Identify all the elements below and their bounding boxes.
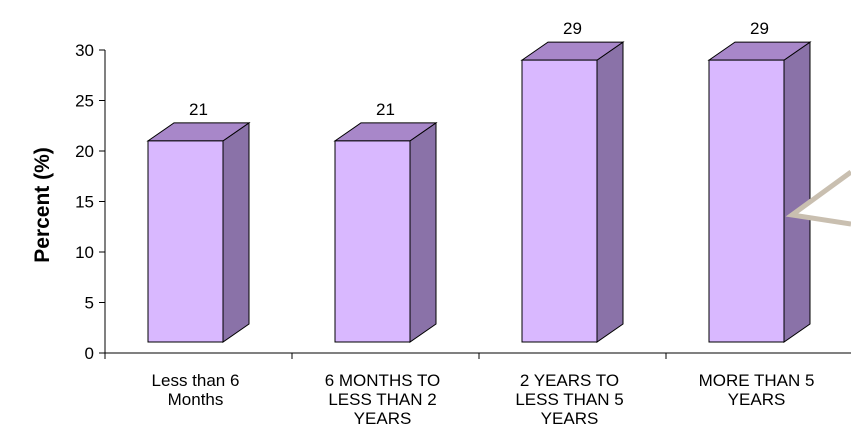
data-label: 29 xyxy=(750,19,769,38)
callout-pointer xyxy=(785,169,851,227)
x-tick-label-line: Months xyxy=(167,390,224,409)
bar-side xyxy=(783,41,811,343)
x-tick-label-line: YEARS xyxy=(540,409,599,428)
x-tick-label-line: LESS THAN 5 xyxy=(515,390,624,409)
data-labels: 21 21 29 29 xyxy=(189,19,769,119)
bar xyxy=(146,121,251,343)
x-tick-label: Less than 6 Months xyxy=(106,371,286,409)
bar-front xyxy=(147,140,224,343)
bars xyxy=(146,41,812,343)
bar-side xyxy=(222,121,250,343)
x-tick-label-line: 6 MONTHS TO xyxy=(324,371,441,390)
y-tick-label: 5 xyxy=(85,294,94,313)
bar-front xyxy=(708,59,785,343)
bar xyxy=(707,41,812,343)
y-axis-label: Percent (%) xyxy=(31,147,54,263)
x-tick-label-line: 2 YEARS TO xyxy=(519,371,620,390)
x-tick-label: MORE THAN 5 YEARS xyxy=(667,371,847,409)
x-axis xyxy=(104,352,851,359)
bar-front xyxy=(521,59,598,343)
data-label: 29 xyxy=(563,19,582,38)
bar-side xyxy=(409,121,437,343)
x-tick-label: 6 MONTHS TO LESS THAN 2 YEARS xyxy=(293,371,473,428)
y-tick-label: 25 xyxy=(75,92,94,111)
y-tick-label: 10 xyxy=(75,243,94,262)
y-axis: 0 5 10 15 20 25 30 xyxy=(75,41,106,363)
x-tick-label-line: MORE THAN 5 xyxy=(698,371,815,390)
x-tick-label: 2 YEARS TO LESS THAN 5 YEARS xyxy=(480,371,660,428)
y-tick-label: 30 xyxy=(75,41,94,60)
x-tick-label-line: Less than 6 xyxy=(151,371,240,390)
data-label: 21 xyxy=(376,100,395,119)
bar xyxy=(333,121,438,343)
bar-side xyxy=(596,41,624,343)
bar-front xyxy=(334,140,411,343)
y-tick-label: 0 xyxy=(85,344,94,363)
x-tick-label-line: LESS THAN 2 xyxy=(328,390,437,409)
data-label: 21 xyxy=(189,100,208,119)
x-tick-label-line: YEARS xyxy=(353,409,412,428)
y-tick-label: 20 xyxy=(75,142,94,161)
y-tick-label: 15 xyxy=(75,193,94,212)
bar xyxy=(520,41,625,343)
x-tick-label-line: YEARS xyxy=(727,390,786,409)
